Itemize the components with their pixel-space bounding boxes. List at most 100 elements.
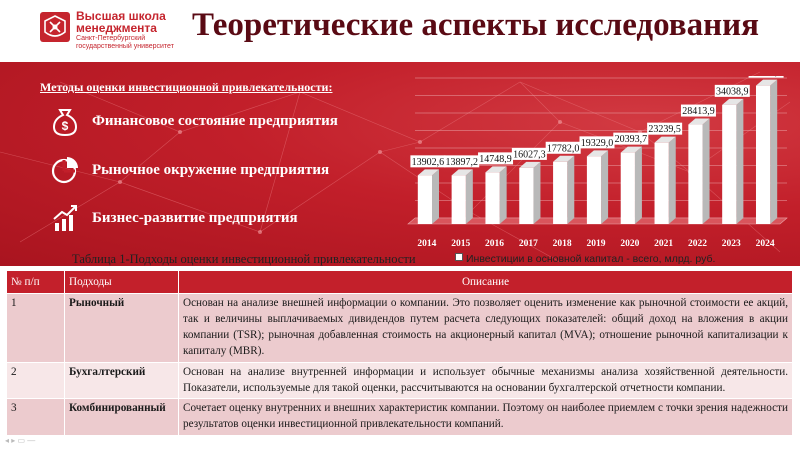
- bar-top: [451, 169, 473, 176]
- bar: [519, 167, 534, 224]
- data-label-box: [613, 132, 649, 145]
- x-tick-label: 2019: [587, 239, 606, 249]
- row-description: Основан на анализе внешней информации о …: [178, 293, 793, 363]
- red-banner: Методы оценки инвестиционной привлекател…: [0, 62, 800, 266]
- data-label: 14748,9: [479, 154, 512, 165]
- svg-text:$: $: [62, 119, 69, 133]
- bar-side: [668, 136, 676, 224]
- bar-top: [755, 79, 778, 86]
- header-description: Описание: [178, 270, 793, 294]
- bar-top: [553, 155, 575, 162]
- row-approach: Рыночный: [64, 293, 179, 363]
- data-label: 13897,2: [445, 157, 478, 168]
- data-label: 23239,5: [648, 124, 681, 135]
- data-label-box: [545, 141, 581, 154]
- logo-line: Высшая школа: [76, 9, 166, 23]
- method-label: Бизнес-развитие предприятия: [92, 210, 298, 226]
- x-tick-label: 2021: [654, 239, 673, 249]
- x-tick-label: 2022: [688, 239, 707, 249]
- x-tick-label: 2017: [519, 239, 538, 249]
- row-number: 2: [6, 361, 65, 400]
- x-tick-label: 2018: [553, 239, 572, 249]
- legend-label: Инвестиции в основной капитал - всего, м…: [466, 253, 716, 265]
- bar: [688, 124, 703, 224]
- row-description: Сочетает оценку внутренних и внешних хар…: [178, 398, 793, 437]
- table-row: 2 Бухгалтерский Основан на анализе внутр…: [6, 361, 793, 400]
- university-crest-icon: [40, 12, 70, 42]
- table-row: 3 Комбинированный Сочетает оценку внутре…: [6, 398, 793, 437]
- slide-nav-controls[interactable]: ◂ ▸ ▭ —: [5, 436, 36, 445]
- x-tick-label: 2020: [620, 239, 639, 249]
- data-label-box: [579, 136, 615, 149]
- investment-bar-chart: 13902,6 2014 13897,2 2015 14748,9 2016 16027,3…: [407, 76, 788, 249]
- bar-top: [620, 146, 642, 153]
- bar-side: [702, 118, 710, 224]
- bar-side: [770, 79, 778, 224]
- bar-side: [634, 146, 642, 224]
- data-label-box: [748, 76, 784, 78]
- data-label-box: [511, 147, 547, 160]
- data-label: 28413,9: [682, 106, 715, 117]
- data-label: 39533,7: [750, 76, 783, 78]
- logo-line: Санкт-Петербургский: [76, 35, 146, 42]
- bar-top: [654, 136, 676, 143]
- table-caption: Таблица 1-Подходы оценки инвестиционной …: [72, 252, 416, 266]
- page-title: Теоретические аспекты исследования: [192, 7, 760, 43]
- header-approach: Подходы: [64, 270, 179, 294]
- data-label-box: [680, 104, 716, 117]
- row-number: 1: [6, 293, 65, 363]
- bar: [755, 85, 771, 224]
- bar: [553, 161, 568, 224]
- row-description: Основан на анализе внутренней информации…: [178, 361, 793, 400]
- data-label-box: [444, 155, 480, 168]
- bar-top: [586, 150, 609, 157]
- bar-top: [688, 118, 710, 125]
- x-tick-label: 2024: [756, 239, 775, 249]
- data-label-box: [714, 84, 750, 97]
- bar-top: [722, 98, 744, 105]
- slide-header: Высшая школа менеджмента Санкт-Петербург…: [0, 0, 800, 62]
- bar-top: [519, 161, 541, 168]
- x-tick-label: 2016: [485, 239, 504, 249]
- method-label: Финансовое состояние предприятия: [92, 113, 338, 129]
- table-header-row: № п/п Подходы Описание: [6, 270, 793, 294]
- row-approach: Комбинированный: [64, 398, 179, 437]
- methods-heading: Методы оценки инвестиционной привлекател…: [40, 80, 332, 95]
- row-number: 3: [6, 398, 65, 437]
- data-label: 13902,6: [412, 157, 445, 168]
- bar-side: [465, 169, 473, 224]
- bar: [417, 175, 433, 224]
- bar-side: [601, 150, 609, 224]
- money-bag-icon: $: [52, 109, 78, 137]
- bar-top: [485, 166, 507, 173]
- data-label: 19329,0: [581, 138, 614, 149]
- bar: [485, 172, 500, 224]
- x-tick-label: 2015: [451, 239, 470, 249]
- bar-side: [499, 166, 507, 224]
- x-tick-label: 2023: [722, 239, 741, 249]
- logo-text: Высшая школа менеджмента Санкт-Петербург…: [76, 10, 174, 50]
- logo-line: государственный университет: [76, 43, 174, 50]
- logo-line: менеджмента: [76, 21, 157, 35]
- bar: [654, 142, 669, 224]
- data-label: 20393,7: [615, 134, 648, 145]
- header-number: № п/п: [6, 270, 65, 294]
- table-row: 1 Рыночный Основан на анализе внешней ин…: [6, 293, 793, 363]
- bar-top: [417, 169, 440, 176]
- methods-heading-colon: :: [328, 80, 333, 94]
- bar: [620, 152, 635, 224]
- method-label: Рыночное окружение предприятия: [92, 162, 330, 178]
- data-label: 34038,9: [716, 86, 749, 97]
- bar: [586, 156, 602, 224]
- bar-side: [736, 98, 744, 224]
- bar: [722, 104, 737, 224]
- growth-chart-icon: [53, 205, 77, 231]
- data-label-box: [410, 155, 446, 168]
- x-tick-label: 2014: [417, 239, 436, 249]
- data-label: 17782,0: [547, 143, 580, 154]
- legend-swatch: [455, 253, 463, 261]
- data-label: 16027,3: [513, 149, 546, 160]
- data-label-box: [647, 122, 683, 135]
- bar-side: [567, 155, 575, 224]
- bar: [451, 175, 466, 224]
